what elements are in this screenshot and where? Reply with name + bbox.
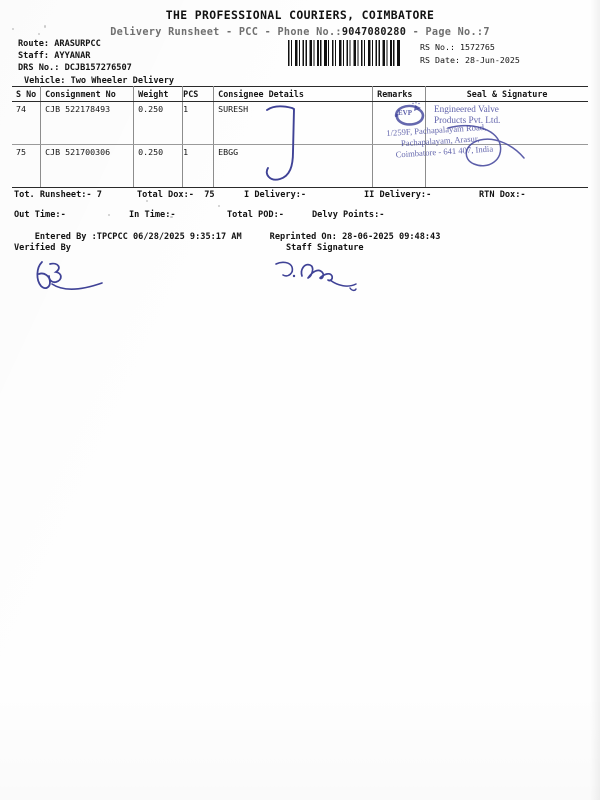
cell-remarks [372, 144, 427, 188]
header-meta-right: RS No.: 1572765 RS Date: 28-Jun-2025 [420, 41, 520, 67]
route-line: Route: ARASURPCC [18, 39, 101, 49]
col-header-weight: Weight [133, 86, 184, 102]
i-delivery: I Delivery:- [244, 190, 307, 200]
in-time: In Time:- [129, 210, 176, 220]
runsheet-subtitle: Delivery Runsheet - PCC - Phone No.:9047… [0, 27, 600, 38]
total-pod: Total POD:- [227, 210, 284, 220]
subtitle-suffix: - Page No.:7 [406, 27, 490, 38]
consignment-table: S No Consignment No Weight PCS Consignee… [12, 86, 588, 188]
phone-number: 9047080280 [341, 27, 407, 38]
rtn-dox: RTN Dox:- [479, 190, 526, 200]
summary-block: Tot. Runsheet:- 7 Total Dox:- 75 I Deliv… [14, 186, 589, 224]
barcode [288, 40, 400, 66]
out-time: Out Time:- [14, 210, 66, 220]
col-header-seal-signature: Seal & Signature [425, 86, 588, 102]
cell-consignment-no: CJB 521700306 [40, 144, 135, 188]
staff-signature-label: Staff Signature [286, 243, 364, 253]
scan-edge-shadow [590, 0, 600, 800]
col-header-remarks: Remarks [372, 86, 427, 102]
cell-consignment-no: CJB 522178493 [40, 101, 135, 145]
cell-consignee: SURESH [213, 101, 374, 145]
cell-pcs: 1 [182, 101, 215, 145]
cell-seal [425, 144, 588, 188]
cell-seal [425, 101, 588, 145]
page-title: THE PROFESSIONAL COURIERS, COIMBATORE [165, 8, 435, 22]
table-header-row: S No Consignment No Weight PCS Consignee… [12, 86, 588, 102]
vehicle-line: Vehicle: Two Wheeler Delivery [24, 75, 175, 86]
cell-sno: 74 [12, 101, 42, 145]
subtitle-prefix: Delivery Runsheet - PCC - Phone No.: [110, 27, 342, 38]
col-header-pcs: PCS [182, 86, 215, 102]
col-header-sno: S No [12, 86, 42, 102]
col-header-consignment-no: Consignment No [40, 86, 135, 102]
table-row: 75 CJB 521700306 0.250 1 EBGG [12, 144, 588, 188]
cell-weight: 0.250 [133, 101, 184, 145]
summary-row-times: Out Time:- In Time:- Total POD:- Delvy P… [14, 206, 589, 224]
verified-by-label: Verified By [14, 243, 71, 253]
rs-number-line: RS No.: 1572765 [420, 42, 495, 52]
staff-signature [272, 258, 382, 296]
cell-weight: 0.250 [133, 144, 184, 188]
cell-remarks [372, 101, 427, 145]
verified-by-signature [30, 258, 120, 294]
cell-sno: 75 [12, 144, 42, 188]
ii-delivery: II Delivery:- [364, 190, 432, 200]
reprinted-on: Reprinted On: 28-06-2025 09:48:43 [269, 232, 441, 242]
tot-runsheet: Tot. Runsheet:- 7 [14, 190, 102, 200]
drs-number-line: DRS No.: DCJB157276507 [18, 63, 132, 74]
print-info-row: Entered By :TPCPCC 06/28/2025 9:35:17 AM… [14, 222, 441, 252]
cell-pcs: 1 [182, 144, 215, 188]
total-dox: Total Dox:- 75 [137, 190, 215, 200]
rs-date-line: RS Date: 28-Jun-2025 [420, 55, 520, 65]
entered-by: Entered By :TPCPCC 06/28/2025 9:35:17 AM [34, 232, 242, 242]
col-header-consignee: Consignee Details [213, 86, 374, 102]
delvy-points: Delvy Points:- [312, 210, 385, 220]
header-meta-left: Route: ARASURPCC Staff: AYYANAR DRS No.:… [18, 38, 174, 87]
table-row: 74 CJB 522178493 0.250 1 SURESH [12, 101, 588, 145]
cell-consignee: EBGG [213, 144, 374, 188]
summary-row-totals: Tot. Runsheet:- 7 Total Dox:- 75 I Deliv… [14, 186, 589, 204]
staff-line: Staff: AYYANAR [18, 51, 91, 62]
